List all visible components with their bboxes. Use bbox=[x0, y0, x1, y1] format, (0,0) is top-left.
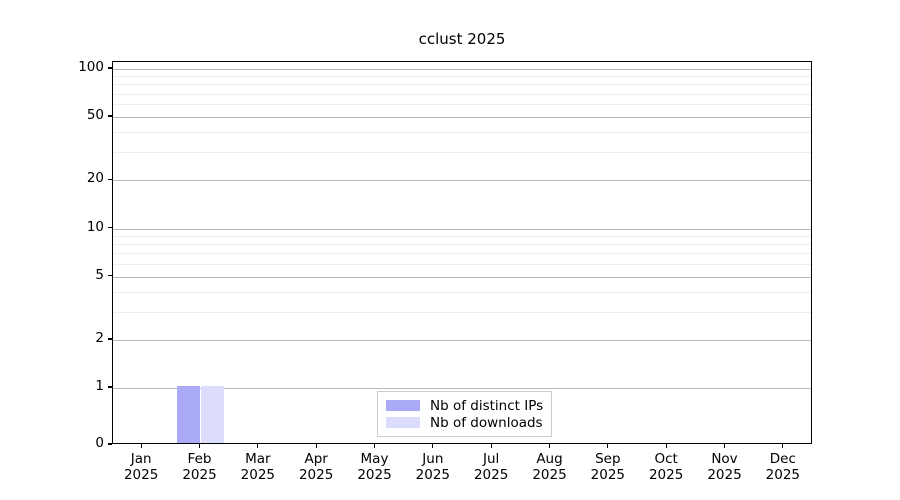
x-tick-label: Jul 2025 bbox=[473, 451, 509, 483]
gridline bbox=[113, 69, 811, 70]
x-tick-mark bbox=[723, 444, 726, 448]
gridline bbox=[113, 228, 811, 230]
y-tick-label: 50 bbox=[86, 107, 104, 123]
gridline bbox=[113, 388, 811, 389]
gridline bbox=[113, 117, 811, 118]
gridline bbox=[113, 311, 811, 313]
chart-legend: Nb of distinct IPs Nb of downloads bbox=[377, 391, 553, 437]
gridline bbox=[113, 263, 811, 265]
y-tick-label: 0 bbox=[95, 435, 104, 451]
gridline bbox=[113, 152, 811, 154]
x-tick-label: Jun 2025 bbox=[415, 451, 450, 483]
y-tick-label: 2 bbox=[95, 329, 104, 346]
gridline bbox=[113, 235, 811, 237]
y-tick-mark bbox=[108, 338, 112, 340]
x-tick-label: Dec 2025 bbox=[765, 451, 800, 483]
gridline bbox=[113, 253, 811, 255]
legend-item[interactable]: Nb of downloads bbox=[386, 414, 543, 431]
x-tick-label: Oct 2025 bbox=[648, 451, 684, 483]
y-tick-mark bbox=[108, 67, 112, 69]
gridline bbox=[113, 180, 811, 182]
gridline bbox=[113, 93, 811, 95]
x-tick-label: Feb 2025 bbox=[182, 451, 217, 483]
legend-label: Nb of distinct IPs bbox=[430, 397, 544, 414]
legend-label: Nb of downloads bbox=[430, 414, 543, 431]
x-tick-label: Sep 2025 bbox=[590, 451, 625, 483]
bar bbox=[200, 386, 225, 443]
bar bbox=[176, 386, 201, 443]
gridline bbox=[113, 76, 811, 78]
y-tick-mark bbox=[108, 178, 112, 181]
gridline bbox=[113, 132, 811, 134]
gridline bbox=[113, 84, 811, 86]
y-tick-mark bbox=[108, 386, 112, 388]
x-tick-mark bbox=[665, 444, 667, 448]
x-tick-label: Mar 2025 bbox=[240, 451, 275, 483]
x-tick-label: Jan 2025 bbox=[123, 451, 159, 483]
x-tick-mark bbox=[373, 444, 376, 448]
chart-title: cclust 2025 bbox=[418, 30, 506, 48]
gridline bbox=[113, 276, 811, 278]
plot-area bbox=[112, 61, 812, 444]
gridline bbox=[113, 339, 811, 341]
x-tick-mark bbox=[198, 444, 201, 448]
x-tick-mark bbox=[490, 444, 492, 448]
legend-item[interactable]: Nb of distinct IPs bbox=[386, 397, 543, 414]
x-tick-mark bbox=[607, 444, 609, 448]
y-tick-mark bbox=[108, 274, 112, 277]
y-tick-label: 5 bbox=[95, 266, 104, 283]
y-tick-mark bbox=[108, 115, 112, 117]
x-tick-mark bbox=[782, 444, 784, 448]
y-tick-mark bbox=[108, 443, 112, 445]
legend-swatch bbox=[386, 400, 420, 411]
x-tick-label: Nov 2025 bbox=[707, 451, 742, 483]
legend-swatch bbox=[386, 417, 420, 428]
x-tick-label: May 2025 bbox=[357, 451, 392, 483]
y-tick-mark bbox=[108, 226, 112, 229]
x-tick-label: Aug 2025 bbox=[532, 451, 567, 483]
gridline bbox=[113, 291, 811, 293]
y-tick-label: 20 bbox=[86, 170, 104, 187]
gridline bbox=[113, 104, 811, 106]
x-tick-mark bbox=[548, 444, 551, 448]
y-tick-label: 10 bbox=[86, 218, 104, 235]
x-tick-mark bbox=[257, 444, 259, 448]
x-tick-label: Apr 2025 bbox=[298, 451, 334, 483]
gridline bbox=[113, 243, 811, 245]
y-tick-label: 100 bbox=[78, 59, 104, 75]
y-axis: 0 1 2 5 10 20 50 100 bbox=[58, 59, 116, 450]
x-tick-mark bbox=[140, 444, 142, 448]
y-tick-label: 1 bbox=[95, 378, 104, 394]
x-tick-mark bbox=[315, 444, 317, 448]
x-tick-mark bbox=[432, 444, 434, 448]
x-axis: Jan 2025 Feb 2025 Mar 2025 Apr 2025 May 2025… bbox=[112, 444, 812, 494]
